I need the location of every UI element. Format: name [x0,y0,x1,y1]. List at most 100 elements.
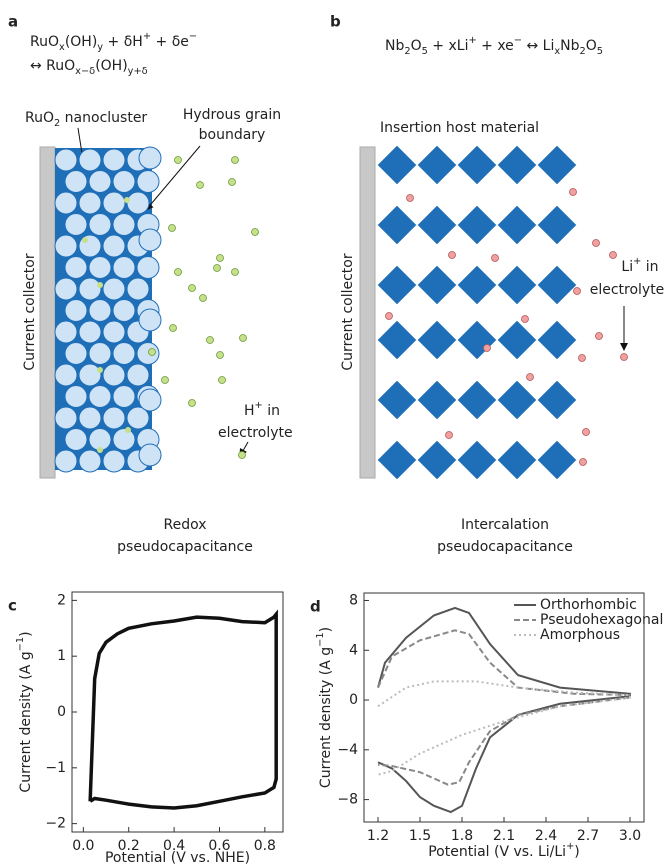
lithium-ion [521,315,529,323]
host-unit [456,204,498,246]
x-tick-label: 0.4 [163,838,185,854]
text-run: ↔ Li [522,38,554,54]
lithium-ion [483,344,491,352]
text-run: Nb [385,38,404,54]
sub: 5 [422,46,428,57]
rich-text: Li+ in [621,256,658,275]
x-tick-label: 0.6 [208,838,230,854]
lithium-ion [595,332,603,340]
text-run: in [263,403,280,419]
host-unit [456,319,498,361]
sub: x [59,42,65,53]
y-tick-label: 4 [349,642,358,658]
host-unit [536,144,578,186]
host-unit [376,204,418,246]
nanocluster [126,191,150,215]
host-unit [416,319,458,361]
nanocluster [138,146,162,170]
series-line [377,680,631,776]
nanocluster [64,256,88,279]
proton [174,156,182,164]
text-run: (OH) [95,58,127,74]
nanocluster [112,213,136,236]
sup: + [255,400,263,411]
nanocluster [88,342,112,365]
nanocluster [88,213,112,236]
current-collector [359,146,376,479]
legend-label: Orthorhombic [540,597,637,613]
sub: 2 [580,46,586,57]
caption: pseudocapacitance [437,539,573,555]
nanocluster [138,443,162,467]
proton [82,237,88,243]
nanocluster [54,191,78,215]
host-unit [536,439,578,481]
lithium-ion [448,251,456,259]
text-run: Li [621,259,633,275]
rich-text: RuO2 nanocluster [25,110,147,129]
text-run: (OH) [65,34,97,50]
nanocluster [136,256,160,279]
sub: x−δ [75,66,95,77]
x-tick-label: 0.8 [254,838,276,854]
legend-label: Pseudohexagonal [540,612,663,628]
nanocluster [78,449,102,473]
series-line [377,629,631,786]
text-run: RuO [30,34,59,50]
proton [148,348,156,356]
series-line [377,606,631,814]
nanocluster [112,299,136,322]
y-tick-label: 8 [349,592,358,608]
panel-label: a [8,13,18,31]
y-tick-label: −1 [45,760,66,776]
host-unit [496,144,538,186]
text-run: + δH [103,34,143,50]
host-unit [376,439,418,481]
text-run: ) [574,844,579,860]
nanocluster [78,406,102,430]
lithium-ion [592,239,600,247]
nanocluster [64,170,88,193]
host-unit [416,379,458,421]
panel-label: d [310,598,321,616]
host-unit [376,144,418,186]
nanocluster [112,170,136,193]
host-unit [376,379,418,421]
nanocluster [126,363,150,387]
proton [239,334,247,342]
sub: y [97,42,103,53]
text-run: ↔ RuO [30,58,75,74]
proton [124,197,130,203]
host-unit [536,319,578,361]
proton [216,351,224,359]
nanocluster [102,277,126,301]
proton [228,178,236,186]
text-run: Potential (V vs. NHE) [105,850,250,866]
nanocluster [88,170,112,193]
nanocluster [88,385,112,408]
nanocluster [54,148,78,172]
y-tick-label: −4 [337,742,358,758]
nanocluster [88,256,112,279]
current-collector [39,146,56,479]
host-unit [416,264,458,306]
text-run: O [411,38,422,54]
text-run: + xLi [428,38,469,54]
panel-label: c [8,597,17,615]
x-tick-label: 0.2 [118,838,140,854]
text-run: Current density (A g [318,647,334,788]
host-unit [496,439,538,481]
proton [238,451,246,459]
host-unit [496,204,538,246]
x-tick-label: 2.7 [577,828,599,844]
sup: + [143,31,151,42]
x-tick-label: 1.8 [451,828,473,844]
nanocluster [126,406,150,430]
nanocluster [64,342,88,365]
lithium-ion [582,428,590,436]
proton [206,336,214,344]
nanocluster [112,428,136,451]
nanocluster [136,170,160,193]
grain-label: Hydrous grain [183,107,281,123]
